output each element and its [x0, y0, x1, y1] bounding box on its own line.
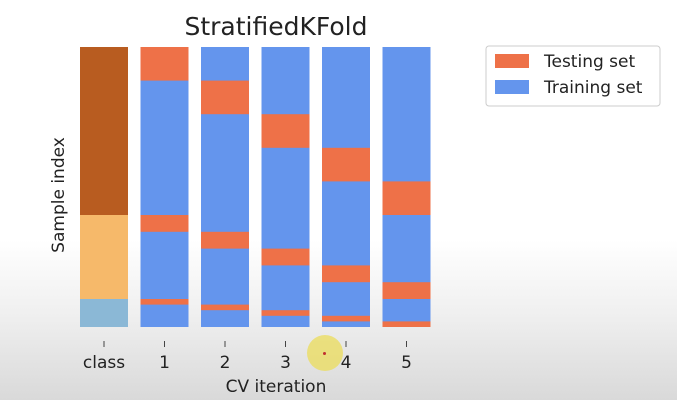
- class-segment-2: [80, 215, 128, 299]
- testing-segment-1-3: [140, 299, 189, 305]
- testing-segment-1-2: [140, 215, 189, 232]
- x-tick-label: 2: [220, 353, 231, 373]
- testing-segment-4-1: [322, 147, 370, 182]
- testing-segment-3-1: [261, 114, 310, 148]
- legend-box: [485, 45, 661, 107]
- testing-segment-5-2: [382, 282, 431, 299]
- legend: Testing set Training set: [485, 45, 661, 107]
- testing-segment-5-1: [382, 181, 431, 215]
- testing-segment-2-1: [201, 80, 249, 115]
- x-tick-label: 4: [341, 353, 352, 373]
- legend-label-testing: Testing set: [543, 52, 635, 72]
- x-tick-label: 5: [401, 353, 412, 373]
- class-segment-3: [80, 299, 128, 327]
- x-tick-label: 3: [280, 353, 291, 373]
- legend-swatch-training: [495, 80, 529, 94]
- testing-segment-3-3: [261, 310, 310, 316]
- testing-segment-2-2: [201, 231, 249, 249]
- legend-swatch-testing: [495, 54, 529, 68]
- chart-title: StratifiedKFold: [184, 12, 367, 41]
- training-bar-4: [322, 47, 370, 327]
- mouse-cursor-highlight: [307, 335, 343, 371]
- class-segment-1: [80, 47, 128, 215]
- x-tick-label: 1: [159, 353, 170, 373]
- y-axis-label: Sample index: [49, 137, 69, 253]
- x-tick-label: class: [83, 353, 125, 373]
- x-axis-label: CV iteration: [226, 377, 327, 397]
- bars-group: [80, 47, 431, 327]
- testing-segment-1-1: [140, 47, 189, 81]
- training-bar-3: [261, 47, 310, 327]
- testing-segment-4-3: [322, 315, 370, 322]
- testing-segment-3-2: [261, 248, 310, 266]
- legend-label-training: Training set: [543, 78, 643, 98]
- testing-segment-5-3: [382, 321, 431, 327]
- training-bar-1: [140, 47, 189, 327]
- testing-segment-2-3: [201, 304, 249, 311]
- testing-segment-4-2: [322, 265, 370, 283]
- x-ticks-group: class 1 2 3 4 5: [83, 341, 412, 373]
